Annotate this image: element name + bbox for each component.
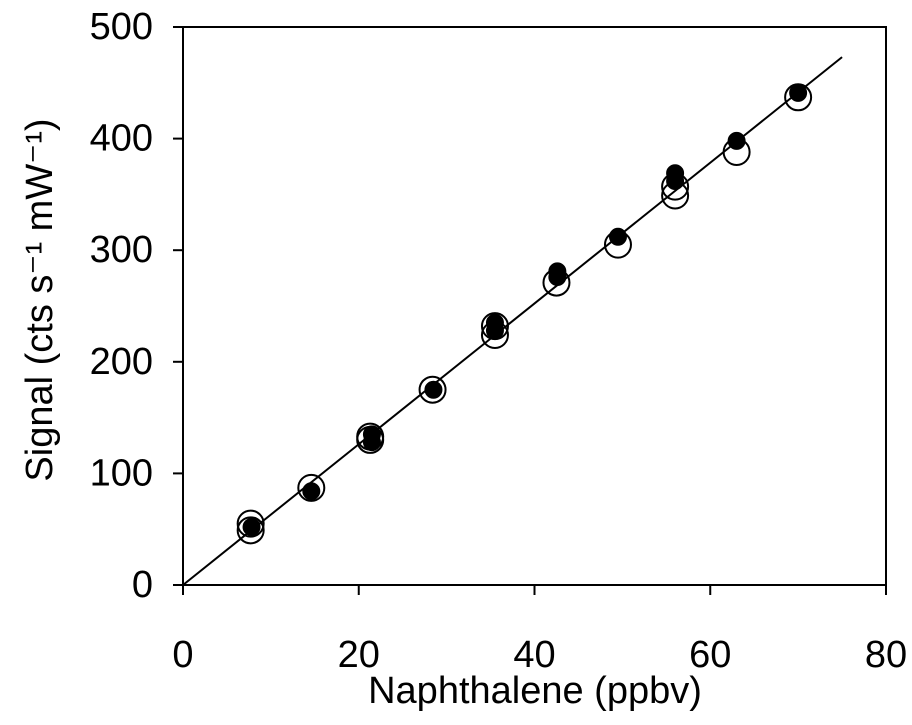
x-tick-label: 80 [865, 634, 907, 676]
y-axis-label: Signal (cts s⁻¹ mW⁻¹) [19, 118, 61, 481]
filled-point [485, 321, 504, 340]
filled-point [302, 482, 321, 501]
filled-point [424, 380, 443, 399]
open-point [236, 509, 265, 538]
filled-point [789, 83, 808, 102]
filled-point [666, 172, 685, 191]
y-tick-label: 300 [90, 229, 153, 271]
y-tick-label: 500 [90, 6, 153, 48]
filled-point [548, 267, 567, 286]
y-tick-label: 100 [90, 452, 153, 494]
y-tick-label: 0 [132, 564, 153, 606]
open-point [236, 516, 265, 545]
y-tick-label: 400 [90, 118, 153, 160]
filled-point [608, 227, 627, 246]
filled-point [242, 517, 261, 536]
x-tick-label: 40 [513, 634, 555, 676]
open-point [418, 375, 447, 404]
x-tick-label: 20 [338, 634, 380, 676]
filled-point [727, 131, 746, 150]
x-tick-label: 60 [689, 634, 731, 676]
open-point [297, 473, 326, 502]
x-tick-label: 0 [172, 634, 193, 676]
filled-point [362, 433, 381, 452]
x-axis-label: Naphthalene (ppbv) [368, 670, 702, 712]
y-tick-label: 200 [90, 341, 153, 383]
